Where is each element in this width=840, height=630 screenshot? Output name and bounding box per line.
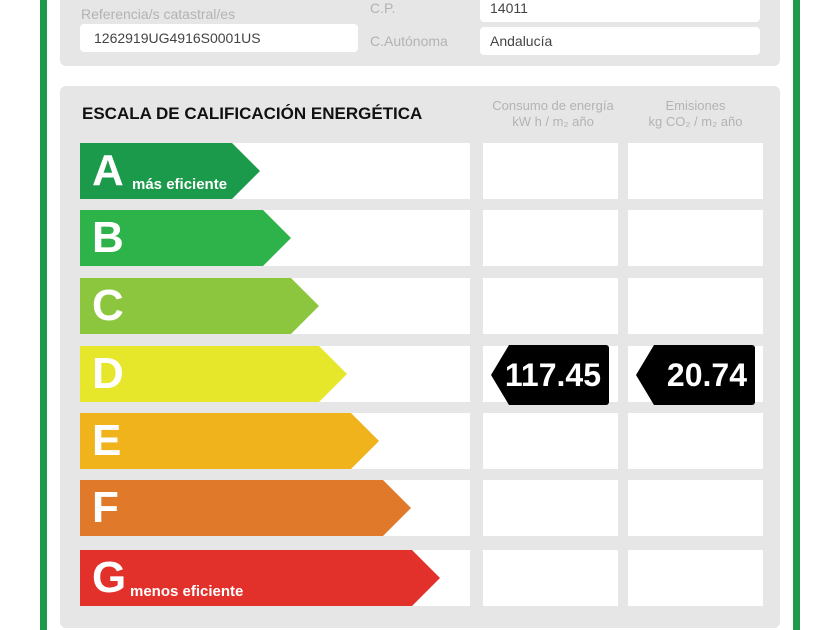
grade-caption: más eficiente <box>132 176 228 193</box>
grade-letter: G <box>92 553 127 602</box>
energy-header-unit: kW h / m₂ año <box>512 114 594 129</box>
energy-cell <box>483 480 618 536</box>
emissions-cell <box>628 550 763 606</box>
emissions-cell <box>628 278 763 334</box>
energy-rating-tag: 117.45 <box>491 345 609 405</box>
grade-row-d: D <box>80 346 470 402</box>
energy-header-line1: Consumo de energía <box>492 98 614 113</box>
emissions-column-header: Emisiones kg CO₂ / m₂ año <box>628 98 763 130</box>
grade-arrow: G menos eficiente <box>80 550 440 606</box>
scale-title: ESCALA DE CALIFICACIÓN ENERGÉTICA <box>82 104 423 123</box>
grade-letter: E <box>92 416 122 465</box>
emissions-header-line1: Emisiones <box>665 98 726 113</box>
grade-row-f: F <box>80 480 470 536</box>
energy-cell <box>483 278 618 334</box>
left-border <box>40 0 47 630</box>
energy-column-header: Consumo de energía kW h / m₂ año <box>483 98 623 130</box>
grade-arrow: D <box>80 346 347 402</box>
grade-arrow: A más eficiente <box>80 143 260 199</box>
grade-row-e: E <box>80 413 470 469</box>
cp-label: C.P. <box>370 0 396 16</box>
grade-arrow: B <box>80 210 291 266</box>
ref-label: Referencia/s catastral/es <box>81 6 236 22</box>
grade-letter: C <box>92 281 124 330</box>
emissions-cell <box>628 413 763 469</box>
emissions-header-unit: kg CO₂ / m₂ año <box>648 114 743 129</box>
ref-field[interactable]: 1262919UG4916S0001US <box>80 24 358 52</box>
ca-field[interactable]: Andalucía <box>480 27 760 55</box>
grade-letter: B <box>92 213 124 262</box>
grade-letter: A <box>92 146 124 195</box>
grade-arrow: F <box>80 480 411 536</box>
energy-cell <box>483 550 618 606</box>
grade-letter: F <box>92 483 119 532</box>
emissions-cell <box>628 210 763 266</box>
grade-arrow: C <box>80 278 319 334</box>
grade-row-b: B <box>80 210 470 266</box>
energy-cell <box>483 413 618 469</box>
right-border <box>793 0 800 630</box>
energy-cell <box>483 143 618 199</box>
grade-caption: menos eficiente <box>130 583 244 600</box>
emissions-cell <box>628 480 763 536</box>
ca-label: C.Autónoma <box>370 33 448 49</box>
grade-row-c: C <box>80 278 470 334</box>
emissions-rating-tag: 20.74 <box>636 345 755 405</box>
grade-row-a: A más eficiente <box>80 143 470 199</box>
emissions-cell <box>628 143 763 199</box>
energy-cell <box>483 210 618 266</box>
cp-field[interactable]: 14011 <box>480 0 760 22</box>
grade-row-g: G menos eficiente <box>80 550 470 606</box>
grade-letter: D <box>92 349 124 398</box>
grade-arrow: E <box>80 413 379 469</box>
